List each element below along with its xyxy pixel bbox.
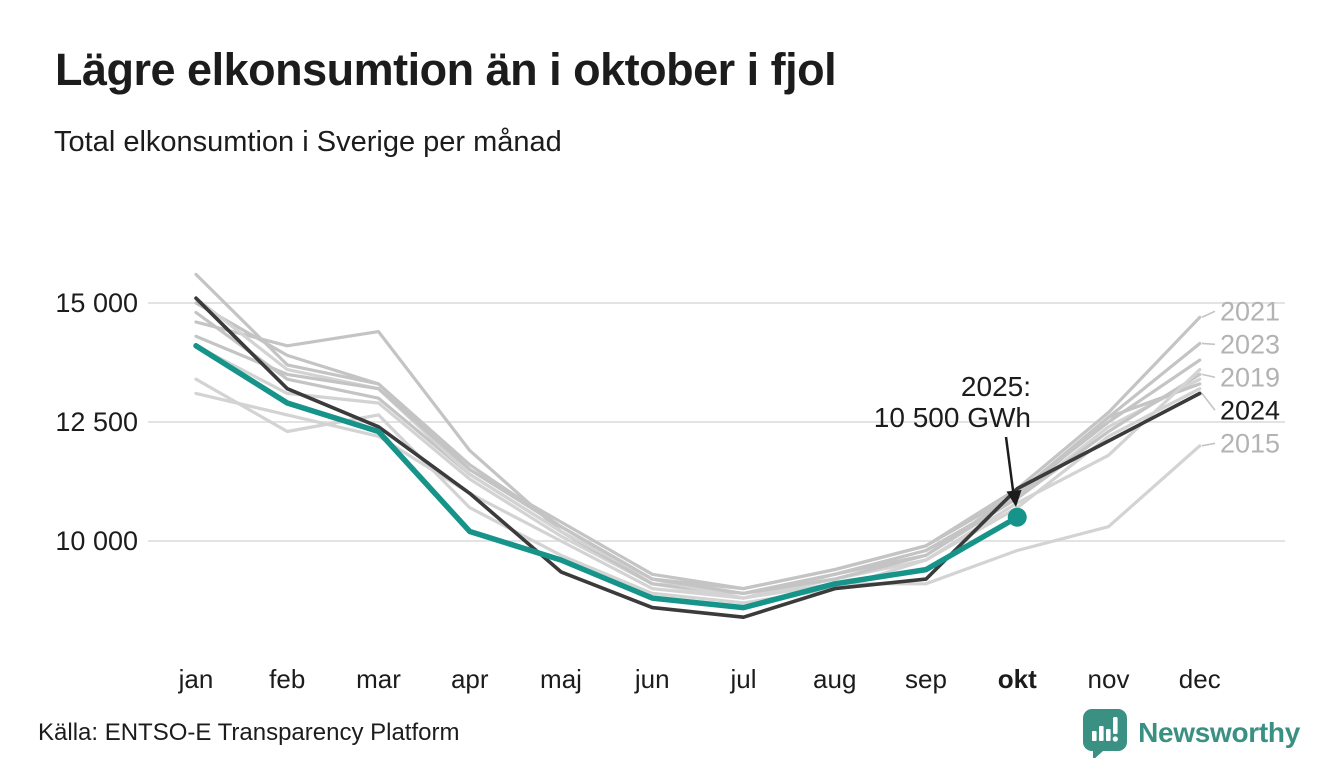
line-2015	[194, 391, 1202, 600]
page-title: Lägre elkonsumtion än i oktober i fjol	[55, 44, 837, 95]
series-lines	[193, 272, 1202, 619]
newsworthy-logo: Newsworthy	[1082, 708, 1300, 758]
source-label: Källa: ENTSO-E Transparency Platform	[38, 719, 460, 746]
annotation-arrow	[1004, 436, 1015, 495]
y-tick-label: 10 000	[55, 526, 138, 556]
newsworthy-brand-label: Newsworthy	[1138, 717, 1300, 748]
line-2020	[194, 368, 1202, 605]
year-end-label-2019: 2019	[1220, 362, 1280, 392]
y-tick-label: 12 500	[55, 407, 138, 437]
page-subtitle: Total elkonsumtion i Sverige per månad	[54, 126, 562, 158]
y-tick-label: 15 000	[55, 288, 138, 318]
year-end-label-2015: 2015	[1220, 428, 1280, 458]
leader-line-2024	[1201, 392, 1216, 411]
month-label-apr: apr	[451, 664, 489, 694]
line-2022	[194, 296, 1202, 600]
annotation-arrowhead	[1006, 490, 1022, 507]
month-label-jun: jun	[634, 664, 670, 694]
annotation-year-label: 2025:	[961, 371, 1031, 402]
year-end-label-2023: 2023	[1220, 329, 1280, 359]
annotation-value-label: 10 500 GWh	[874, 402, 1031, 433]
leader-line-2015	[1201, 442, 1216, 447]
year-end-label-2021: 2021	[1220, 296, 1280, 326]
line-2021	[194, 301, 1202, 591]
line-2018	[194, 320, 1202, 595]
leader-line-2021	[1201, 310, 1216, 319]
month-label-dec: dec	[1179, 664, 1221, 694]
line-2025	[193, 343, 1021, 611]
month-label-okt: okt	[998, 664, 1037, 694]
month-label-maj: maj	[540, 664, 582, 694]
line-2019	[194, 310, 1202, 595]
year-end-label-2024: 2024	[1220, 395, 1280, 425]
month-label-aug: aug	[813, 664, 856, 694]
leader-line-2023	[1201, 342, 1216, 346]
month-label-jul: jul	[729, 664, 756, 694]
data-point-dot-2025-okt	[1007, 507, 1027, 527]
newsworthy-logo-icon	[1083, 709, 1128, 758]
month-label-sep: sep	[905, 664, 947, 694]
line-2024	[194, 296, 1202, 619]
leader-line-2019	[1201, 373, 1216, 379]
month-labels: jan feb mar apr maj jun jul aug sep okt nov dec	[178, 664, 1221, 694]
month-label-nov: nov	[1088, 664, 1130, 694]
y-axis-labels: 15 000 12 500 10 000	[55, 288, 138, 556]
month-label-mar: mar	[356, 664, 401, 694]
month-label-feb: feb	[269, 664, 305, 694]
annotation: 2025: 10 500 GWh	[874, 371, 1031, 507]
month-label-jan: jan	[178, 664, 214, 694]
